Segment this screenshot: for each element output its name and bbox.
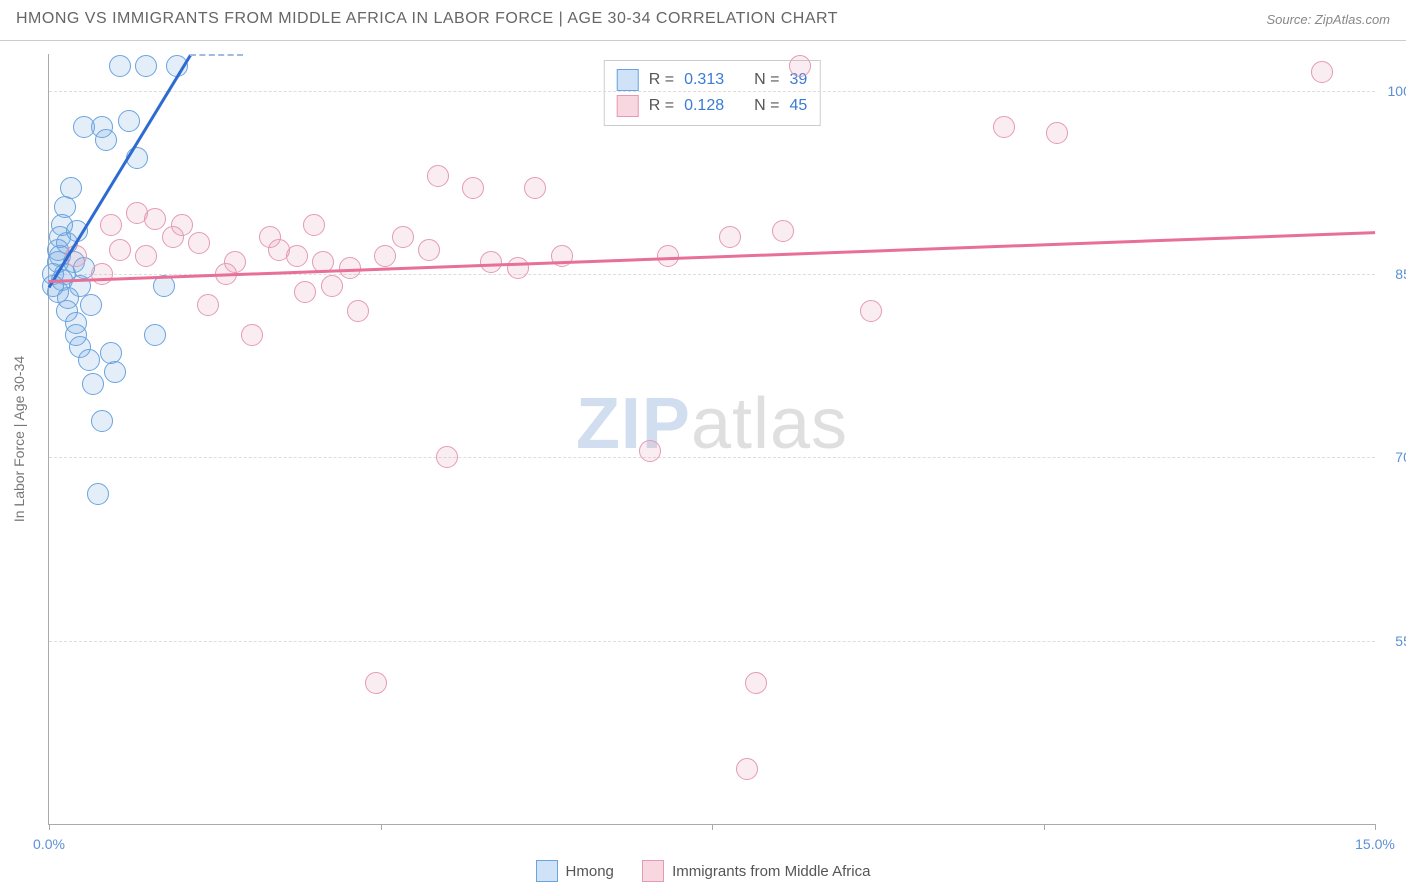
point-hmong [95, 129, 117, 151]
point-mafrica [135, 245, 157, 267]
y-tick-label: 55.0% [1380, 633, 1406, 649]
watermark: ZIPatlas [576, 383, 848, 465]
swatch-hmong [617, 69, 639, 91]
gridline-h [49, 91, 1375, 92]
point-mafrica [321, 275, 343, 297]
r-label: R = [649, 97, 674, 115]
point-mafrica [1046, 122, 1068, 144]
source-label: Source: ZipAtlas.com [1266, 12, 1390, 27]
point-mafrica [745, 672, 767, 694]
point-hmong [144, 324, 166, 346]
legend-item-mafrica: Immigrants from Middle Africa [642, 860, 870, 882]
point-mafrica [418, 239, 440, 261]
correlation-row-hmong: R = 0.313 N = 39 [617, 67, 808, 93]
r-value-hmong: 0.313 [684, 71, 724, 89]
point-mafrica [109, 239, 131, 261]
point-hmong [109, 55, 131, 77]
y-tick-label: 85.0% [1380, 266, 1406, 282]
point-mafrica [144, 208, 166, 230]
point-mafrica [294, 281, 316, 303]
point-mafrica [374, 245, 396, 267]
point-mafrica [224, 251, 246, 273]
point-mafrica [1311, 61, 1333, 83]
x-tick [712, 824, 713, 830]
x-tick [1375, 824, 1376, 830]
point-mafrica [188, 232, 210, 254]
trend-line [49, 231, 1375, 283]
swatch-mafrica [617, 95, 639, 117]
x-tick [49, 824, 50, 830]
point-hmong [80, 294, 102, 316]
x-tick [381, 824, 382, 830]
r-value-mafrica: 0.128 [684, 97, 724, 115]
point-mafrica [197, 294, 219, 316]
n-label: N = [754, 97, 779, 115]
point-mafrica [789, 55, 811, 77]
point-hmong [118, 110, 140, 132]
point-mafrica [392, 226, 414, 248]
point-mafrica [436, 446, 458, 468]
scatter-plot: In Labor Force | Age 30-34 ZIPatlas R = … [48, 54, 1375, 825]
point-mafrica [993, 116, 1015, 138]
series-legend: Hmong Immigrants from Middle Africa [0, 860, 1406, 886]
watermark-atlas: atlas [691, 384, 848, 464]
x-tick [1044, 824, 1045, 830]
point-mafrica [772, 220, 794, 242]
point-hmong [91, 410, 113, 432]
watermark-zip: ZIP [576, 384, 691, 464]
point-mafrica [860, 300, 882, 322]
title-bar: HMONG VS IMMIGRANTS FROM MIDDLE AFRICA I… [0, 0, 1406, 41]
point-mafrica [639, 440, 661, 462]
point-mafrica [347, 300, 369, 322]
point-mafrica [507, 257, 529, 279]
point-mafrica [736, 758, 758, 780]
trend-line-extension [190, 54, 243, 56]
point-mafrica [241, 324, 263, 346]
n-value-mafrica: 45 [789, 97, 807, 115]
point-mafrica [427, 165, 449, 187]
gridline-h [49, 457, 1375, 458]
point-mafrica [365, 672, 387, 694]
point-mafrica [480, 251, 502, 273]
point-mafrica [719, 226, 741, 248]
correlation-row-mafrica: R = 0.128 N = 45 [617, 93, 808, 119]
gridline-h [49, 641, 1375, 642]
r-label: R = [649, 71, 674, 89]
point-mafrica [303, 214, 325, 236]
legend-item-hmong: Hmong [536, 860, 614, 882]
point-mafrica [657, 245, 679, 267]
point-hmong [104, 361, 126, 383]
point-mafrica [286, 245, 308, 267]
point-hmong [87, 483, 109, 505]
point-hmong [135, 55, 157, 77]
y-tick-label: 100.0% [1380, 83, 1406, 99]
correlation-legend: R = 0.313 N = 39 R = 0.128 N = 45 [604, 60, 821, 126]
legend-swatch-hmong [536, 860, 558, 882]
point-mafrica [171, 214, 193, 236]
point-mafrica [100, 214, 122, 236]
legend-swatch-mafrica [642, 860, 664, 882]
point-mafrica [524, 177, 546, 199]
point-mafrica [91, 263, 113, 285]
y-tick-label: 70.0% [1380, 449, 1406, 465]
point-hmong [82, 373, 104, 395]
n-label: N = [754, 71, 779, 89]
legend-label-hmong: Hmong [566, 863, 614, 880]
legend-label-mafrica: Immigrants from Middle Africa [672, 863, 870, 880]
point-hmong [78, 349, 100, 371]
chart-title: HMONG VS IMMIGRANTS FROM MIDDLE AFRICA I… [16, 10, 838, 28]
y-axis-title: In Labor Force | Age 30-34 [11, 356, 27, 522]
x-tick-label: 15.0% [1355, 836, 1395, 852]
x-tick-label: 0.0% [33, 836, 65, 852]
point-mafrica [462, 177, 484, 199]
point-hmong [60, 177, 82, 199]
